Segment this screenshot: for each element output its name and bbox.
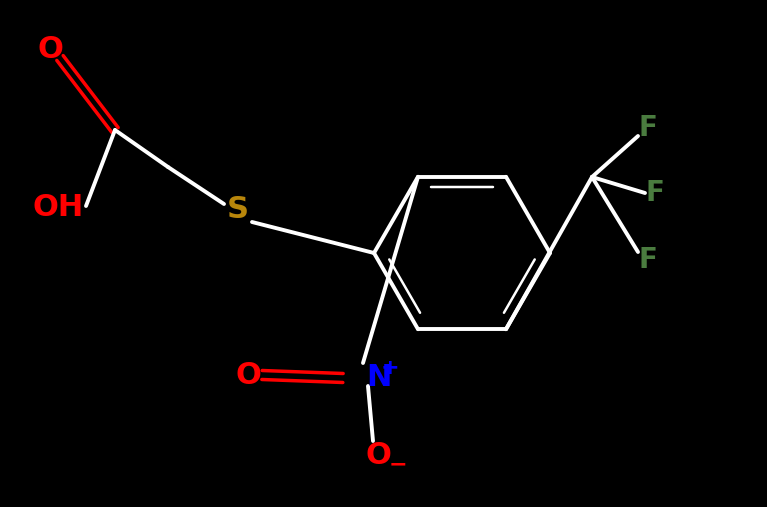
Text: S: S: [227, 196, 249, 225]
Text: +: +: [380, 358, 400, 378]
Text: F: F: [639, 246, 657, 274]
Text: −: −: [389, 454, 407, 474]
Text: O: O: [37, 35, 63, 64]
Text: N: N: [366, 364, 391, 392]
Text: F: F: [646, 179, 664, 207]
Text: O: O: [365, 441, 391, 469]
Text: O: O: [235, 360, 261, 389]
Text: OH: OH: [32, 194, 84, 223]
Text: F: F: [639, 114, 657, 142]
